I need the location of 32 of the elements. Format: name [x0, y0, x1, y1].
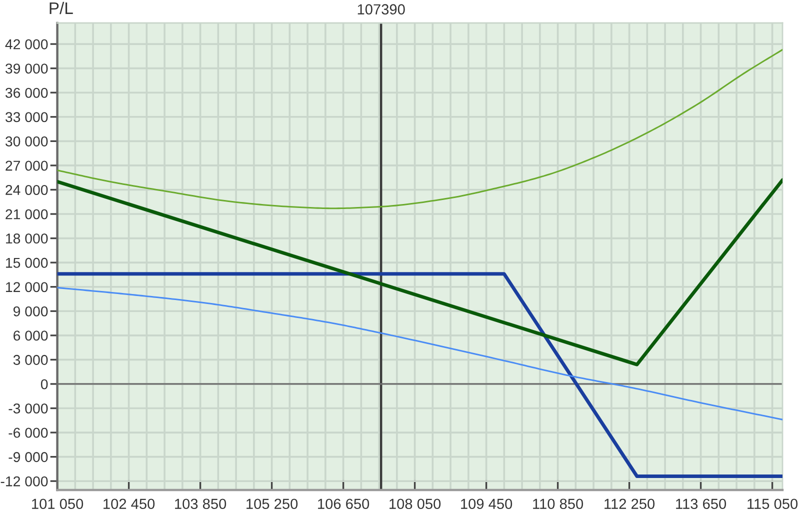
x-tick-label: 108 050 [390, 498, 441, 510]
x-tick-label: 110 850 [533, 498, 584, 510]
y-tick-label: 24 000 [6, 184, 48, 195]
y-tick-label: 15 000 [6, 258, 48, 268]
x-tick-label: 112 250 [604, 498, 655, 510]
x-tick-label: 101 050 [32, 498, 84, 510]
y-axis-title: P/L [50, 2, 73, 14]
y-tick-label: 6 000 [14, 330, 48, 341]
y-tick-label: -3 000 [8, 403, 48, 414]
y-tick-label: 33 000 [5, 112, 48, 122]
y-tick-label: 12 000 [6, 282, 48, 292]
x-tick-label: 106 650 [318, 498, 370, 510]
y-tick-label: 36 000 [5, 88, 48, 98]
y-tick-label: 3 000 [13, 354, 48, 365]
x-tick-label: 103 850 [175, 498, 226, 510]
y-tick-label: 27 000 [6, 160, 48, 171]
y-tick-label: 42 000 [5, 39, 48, 50]
x-tick-label: 115 050 [748, 498, 798, 510]
x-tick-label: 102 450 [104, 498, 155, 510]
y-tick-label: -6 000 [8, 428, 48, 438]
y-tick-label: 9 000 [13, 306, 48, 316]
y-tick-label: 39 000 [5, 64, 48, 74]
ref-line-label: 107390 [358, 4, 405, 15]
y-tick-label: 21 000 [6, 209, 48, 220]
x-tick-label: 109 450 [461, 498, 512, 510]
y-tick-label: -9 000 [8, 452, 48, 462]
y-tick-label: -12 000 [0, 476, 48, 486]
y-tick-label: 30 000 [5, 136, 48, 146]
y-tick-label: 0 [40, 379, 48, 390]
y-tick-label: 18 000 [6, 234, 48, 244]
x-tick-label: 105 250 [246, 498, 298, 510]
x-tick-label: 113 650 [676, 498, 726, 510]
